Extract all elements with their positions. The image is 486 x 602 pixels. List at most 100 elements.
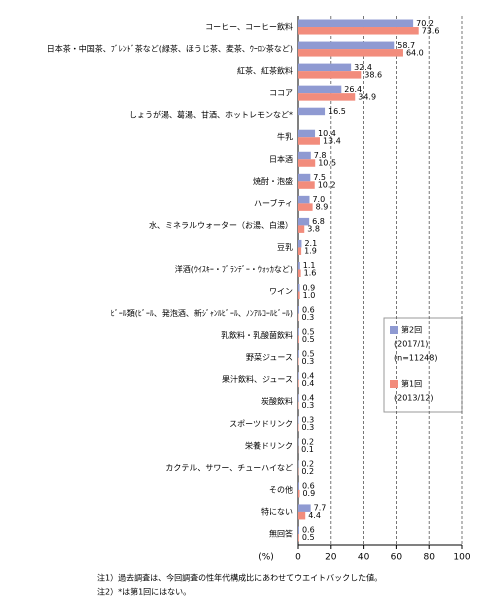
value-label: 4.4 — [308, 511, 321, 520]
legend-sublabel: (2017/1) — [394, 340, 428, 349]
y-tick-label: 栄養ドリンク — [245, 440, 293, 450]
legend-sublabel: (n=11248) — [394, 354, 437, 363]
value-label: 7.0 — [312, 195, 325, 204]
y-tick-label: 乳飲料・乳酸菌飲料 — [221, 330, 293, 340]
value-label: 38.6 — [364, 70, 382, 79]
y-tick-label: 洋酒(ｳｲｽｷｰ・ﾌﾞﾗﾝﾃﾞｰ・ｳｫｯｶなど) — [175, 264, 293, 274]
bar — [298, 291, 300, 300]
value-label: 7.7 — [314, 504, 327, 513]
y-tick-label: 水、ミネラルウォーター（お湯、白湯） — [149, 220, 293, 230]
bar — [298, 19, 414, 28]
bar — [298, 107, 326, 116]
x-tick-label: 20 — [325, 553, 337, 563]
y-tick-label: 炭酸飲料 — [261, 396, 293, 406]
y-tick-label: しょうが湯、葛湯、甘酒、ホットレモンなど* — [129, 110, 293, 120]
value-label: 8.9 — [316, 203, 329, 212]
bar — [298, 328, 299, 336]
bar — [298, 247, 302, 255]
value-label: 70.2 — [416, 19, 434, 28]
value-label: 10.5 — [318, 159, 336, 168]
value-label: 73.6 — [422, 26, 440, 35]
bar — [298, 350, 299, 358]
value-label: 7.8 — [314, 151, 327, 160]
legend-label: 第1回 — [401, 379, 422, 389]
value-label: 0.6 — [302, 526, 315, 535]
y-tick-label: コーヒー、コーヒー飲料 — [205, 22, 293, 32]
x-unit: (%) — [258, 553, 274, 563]
x-tick-label: 0 — [295, 553, 301, 563]
value-label: 0.4 — [302, 393, 315, 402]
legend-label: 第2回 — [401, 325, 422, 335]
y-tick-label: ﾋﾞｰﾙ類(ﾋﾞｰﾙ、発泡酒、新ｼﾞｬﾝﾙﾋﾞｰﾙ、ﾉﾝｱﾙｺｰﾙﾋﾞｰﾙ) — [111, 308, 293, 318]
value-label: 0.9 — [302, 489, 315, 498]
value-label: 0.5 — [302, 533, 315, 542]
bar — [298, 533, 299, 542]
bar — [298, 511, 306, 520]
value-label: 1.9 — [304, 247, 317, 256]
value-label: 2.1 — [304, 239, 317, 248]
y-tick-label: 日本茶・中国茶、ﾌﾞﾚﾝﾄﾞ茶など(緑茶、ほうじ茶、麦茶、ｳｰﾛﾝ茶など) — [47, 44, 293, 54]
bar — [298, 217, 310, 226]
y-tick-label: ハーブティ — [254, 198, 293, 208]
y-tick-label: 日本酒 — [269, 154, 293, 164]
legend-swatch — [390, 380, 398, 388]
value-label: 32.4 — [354, 63, 372, 72]
value-label: 34.9 — [358, 92, 376, 101]
value-label: 10.2 — [318, 181, 336, 190]
y-tick-label: 無回答 — [269, 528, 293, 538]
bar — [298, 269, 301, 277]
value-label: 6.8 — [312, 217, 325, 226]
y-tick-label: 紅茶、紅茶飲料 — [237, 66, 293, 76]
bar — [298, 335, 299, 344]
value-label: 0.6 — [302, 305, 315, 314]
value-label: 0.9 — [302, 283, 315, 292]
y-tick-label: 牛乳 — [277, 132, 293, 142]
bar — [298, 489, 300, 498]
bar — [298, 137, 320, 145]
bar — [298, 129, 316, 138]
bar — [298, 85, 342, 94]
value-label: 0.4 — [302, 371, 315, 380]
value-label: 0.6 — [302, 482, 315, 491]
y-tick-label: 豆乳 — [277, 242, 293, 252]
y-tick-label: カクテル、サワー、チューハイなど — [165, 463, 293, 472]
y-tick-label: 特にない — [261, 506, 293, 516]
value-label: 1.1 — [303, 261, 316, 270]
x-tick-label: 100 — [453, 553, 470, 563]
bar — [298, 63, 352, 72]
value-label: 3.8 — [307, 225, 320, 234]
bar — [298, 71, 362, 79]
value-label: 0.5 — [302, 327, 315, 336]
legend-swatch — [390, 326, 398, 334]
value-label: 1.0 — [303, 291, 316, 300]
bar — [298, 159, 316, 167]
bar — [298, 526, 299, 534]
bar — [298, 27, 419, 35]
bar — [298, 372, 299, 380]
bar — [298, 49, 403, 57]
y-tick-label: 野菜ジュース — [246, 352, 293, 362]
value-label: 0.2 — [301, 438, 314, 447]
value-label: 0.2 — [301, 460, 314, 469]
y-tick-label: ワイン — [269, 287, 293, 296]
bar — [298, 181, 315, 189]
y-tick-label: 果汁飲料、ジュース — [222, 374, 293, 384]
value-label: 0.5 — [302, 349, 315, 358]
bar — [298, 504, 311, 512]
value-label: 16.5 — [328, 107, 346, 116]
value-label: 0.1 — [301, 445, 314, 454]
bar — [298, 173, 311, 182]
note: 注2）*は第1回にはない。 — [97, 587, 191, 597]
bar — [298, 225, 305, 233]
value-label: 0.2 — [301, 467, 314, 476]
value-label: 26.4 — [344, 85, 362, 94]
value-label: 0.4 — [302, 379, 315, 388]
value-label: 0.5 — [302, 335, 315, 344]
value-label: 13.4 — [323, 136, 341, 145]
bar — [298, 482, 299, 490]
bar — [298, 239, 302, 248]
value-label: 0.3 — [301, 416, 314, 425]
x-tick-label: 40 — [358, 553, 370, 563]
bar — [298, 379, 299, 388]
